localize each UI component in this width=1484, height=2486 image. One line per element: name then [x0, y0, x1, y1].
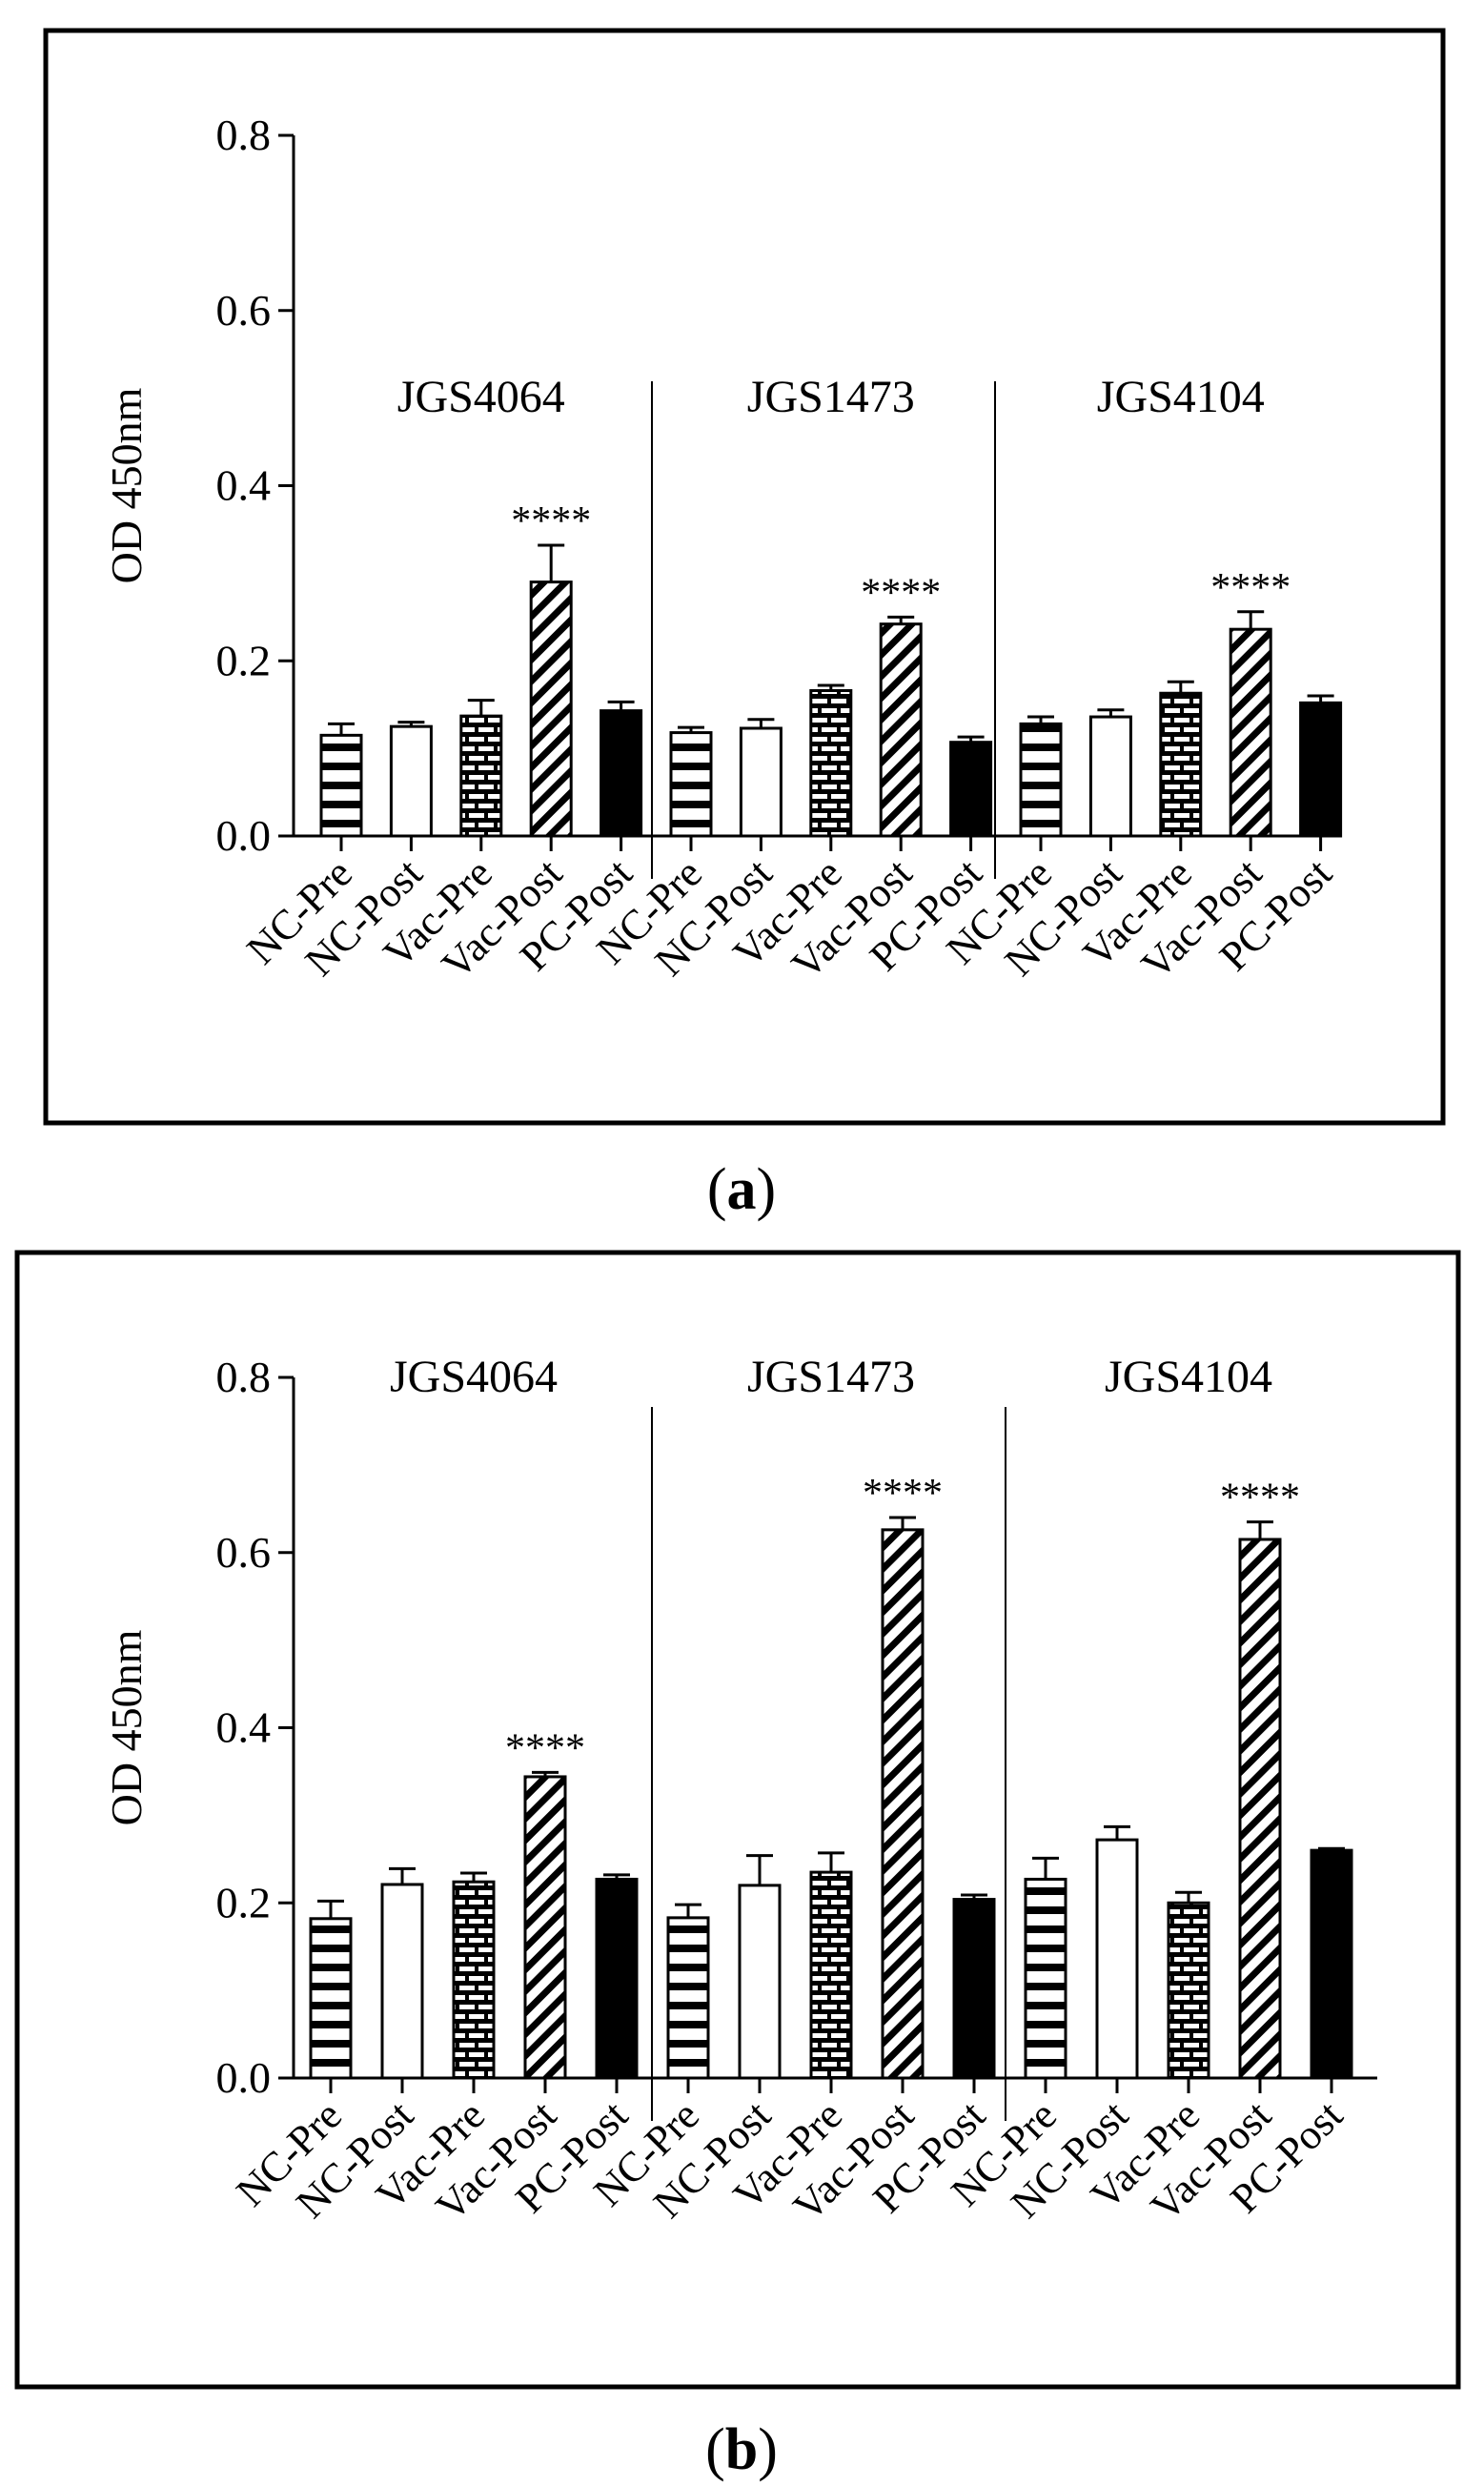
y-tick-label: 0.6	[216, 286, 272, 335]
panel-a: 0.0 0.2 0.4 0.6 0.8 OD 450nm JGS4064 NC-Pre NC-P…	[0, 0, 1484, 1239]
bar-nc-post-jgs4064	[380, 1883, 424, 2080]
significance-label: ****	[863, 1472, 943, 1516]
bar-nc-pre-jgs4064	[309, 1917, 353, 2080]
significance-label: ****	[505, 1726, 585, 1770]
group-label: JGS4064	[397, 372, 565, 422]
y-tick-label: 0.8	[216, 1353, 272, 1401]
bar-vac-pre-jgs4104	[1167, 1901, 1210, 2080]
bar-nc-post-jgs1473	[739, 726, 783, 838]
significance-label: ****	[1220, 1477, 1300, 1520]
bar-nc-post-jgs4104	[1088, 715, 1132, 838]
bar-vac-post-jgs1473	[879, 622, 923, 838]
bar-nc-pre-jgs4104	[1019, 722, 1063, 838]
bar-pc-post-jgs4104	[1310, 1848, 1353, 2080]
bar-vac-post-jgs4104	[1238, 1538, 1282, 2080]
bar-vac-pre-jgs4104	[1159, 691, 1203, 838]
chart-frame	[14, 1250, 1461, 2390]
bar-nc-pre-jgs1473	[669, 731, 713, 838]
bar-vac-pre-jgs1473	[809, 1870, 853, 2080]
bar-nc-post-jgs1473	[738, 1884, 782, 2080]
bar-nc-pre-jgs4064	[319, 733, 363, 838]
panel-b: 0.0 0.2 0.4 0.6 0.8 OD 450nm JGS4064 NC-Pre NC-P…	[0, 1239, 1484, 2486]
bar-pc-post-jgs4064	[600, 709, 643, 838]
y-tick-label: 0.2	[216, 636, 272, 684]
y-tick-label: 0.0	[216, 811, 272, 860]
bar-vac-post-jgs1473	[881, 1528, 925, 2080]
bar-chart-b: 0.00.20.40.60.8OD 450nmJGS4064NC-PreNC-P…	[14, 1250, 1461, 2482]
bar-vac-pre-jgs4064	[452, 1880, 496, 2080]
bar-vac-post-jgs4064	[523, 1775, 567, 2080]
bar-pc-post-jgs1473	[949, 741, 993, 838]
significance-label: ****	[861, 571, 941, 615]
significance-label: ****	[511, 499, 591, 543]
y-tick-label: 0.2	[216, 1878, 272, 1926]
bar-pc-post-jgs4104	[1299, 701, 1343, 838]
bar-vac-pre-jgs4064	[459, 714, 503, 838]
group-label: JGS1473	[747, 1352, 915, 1402]
y-tick-label: 0.8	[216, 111, 272, 159]
bar-pc-post-jgs1473	[952, 1898, 996, 2080]
group-label: JGS4104	[1105, 1352, 1272, 1402]
y-axis-title: OD 450nm	[102, 387, 151, 583]
bar-chart-a: 0.00.20.40.60.8OD 450nm JGS4064NC-PreNC-P…	[43, 28, 1446, 1222]
chart-frame	[43, 28, 1446, 1126]
panel-label: (b)	[705, 2417, 778, 2482]
y-axis-title: OD 450nm	[102, 1629, 151, 1825]
bar-nc-post-jgs4064	[389, 724, 433, 838]
bar-pc-post-jgs4064	[595, 1877, 639, 2080]
y-tick-label: 0.4	[216, 1703, 272, 1752]
bar-nc-post-jgs4104	[1095, 1838, 1139, 2080]
significance-label: ****	[1210, 566, 1291, 610]
y-tick-label: 0.4	[216, 461, 272, 510]
bar-nc-pre-jgs4104	[1024, 1877, 1067, 2080]
group-label: JGS4104	[1097, 372, 1265, 422]
bar-vac-pre-jgs1473	[809, 688, 853, 838]
group-label: JGS1473	[747, 372, 915, 422]
bar-vac-post-jgs4064	[529, 581, 573, 838]
group-label: JGS4064	[390, 1352, 558, 1402]
y-tick-label: 0.6	[216, 1528, 272, 1577]
bar-nc-pre-jgs1473	[666, 1916, 710, 2080]
panel-label: (a)	[707, 1157, 776, 1222]
y-tick-label: 0.0	[216, 2053, 272, 2102]
bar-vac-post-jgs4104	[1229, 627, 1272, 838]
